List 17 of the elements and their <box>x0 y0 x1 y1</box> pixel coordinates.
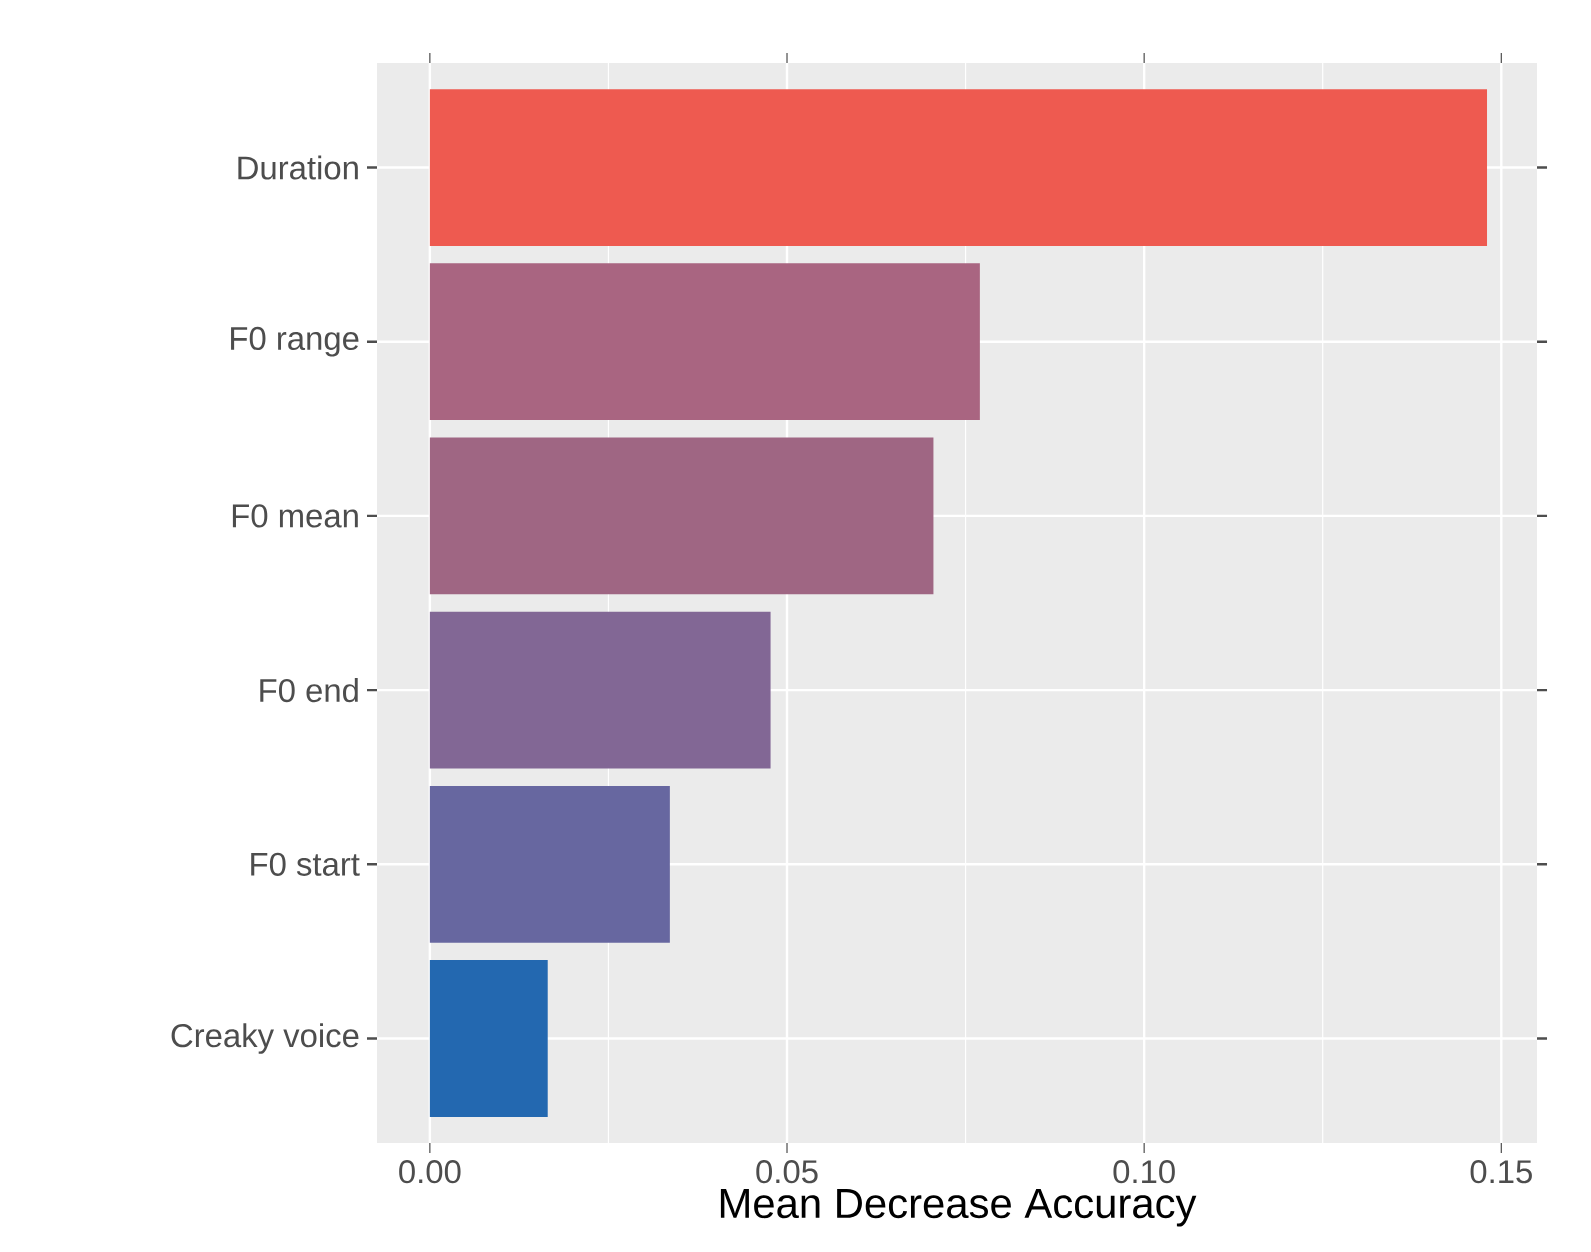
y-tick-label: F0 mean <box>232 504 358 528</box>
y-tick-label: F0 range <box>231 326 359 357</box>
y-tick-label: F0 start <box>251 852 360 876</box>
x-axis-title: Mean Decrease Accuracy <box>720 1189 1197 1227</box>
y-tick-label: Creaky voice <box>171 1023 359 1054</box>
bar <box>429 89 1488 246</box>
bar <box>429 437 934 595</box>
bar <box>429 611 771 769</box>
bar <box>429 263 980 421</box>
y-tick-label: Duration <box>238 155 358 180</box>
x-tick-label: 0.15 <box>1470 1160 1532 1184</box>
bar <box>429 785 670 943</box>
bar <box>429 960 548 1117</box>
x-tick-label: 0.05 <box>756 1160 818 1184</box>
y-tick-label: F0 end <box>260 678 358 703</box>
x-tick-label: 0.10 <box>1113 1160 1175 1184</box>
x-tick-label: 0.00 <box>399 1160 461 1184</box>
